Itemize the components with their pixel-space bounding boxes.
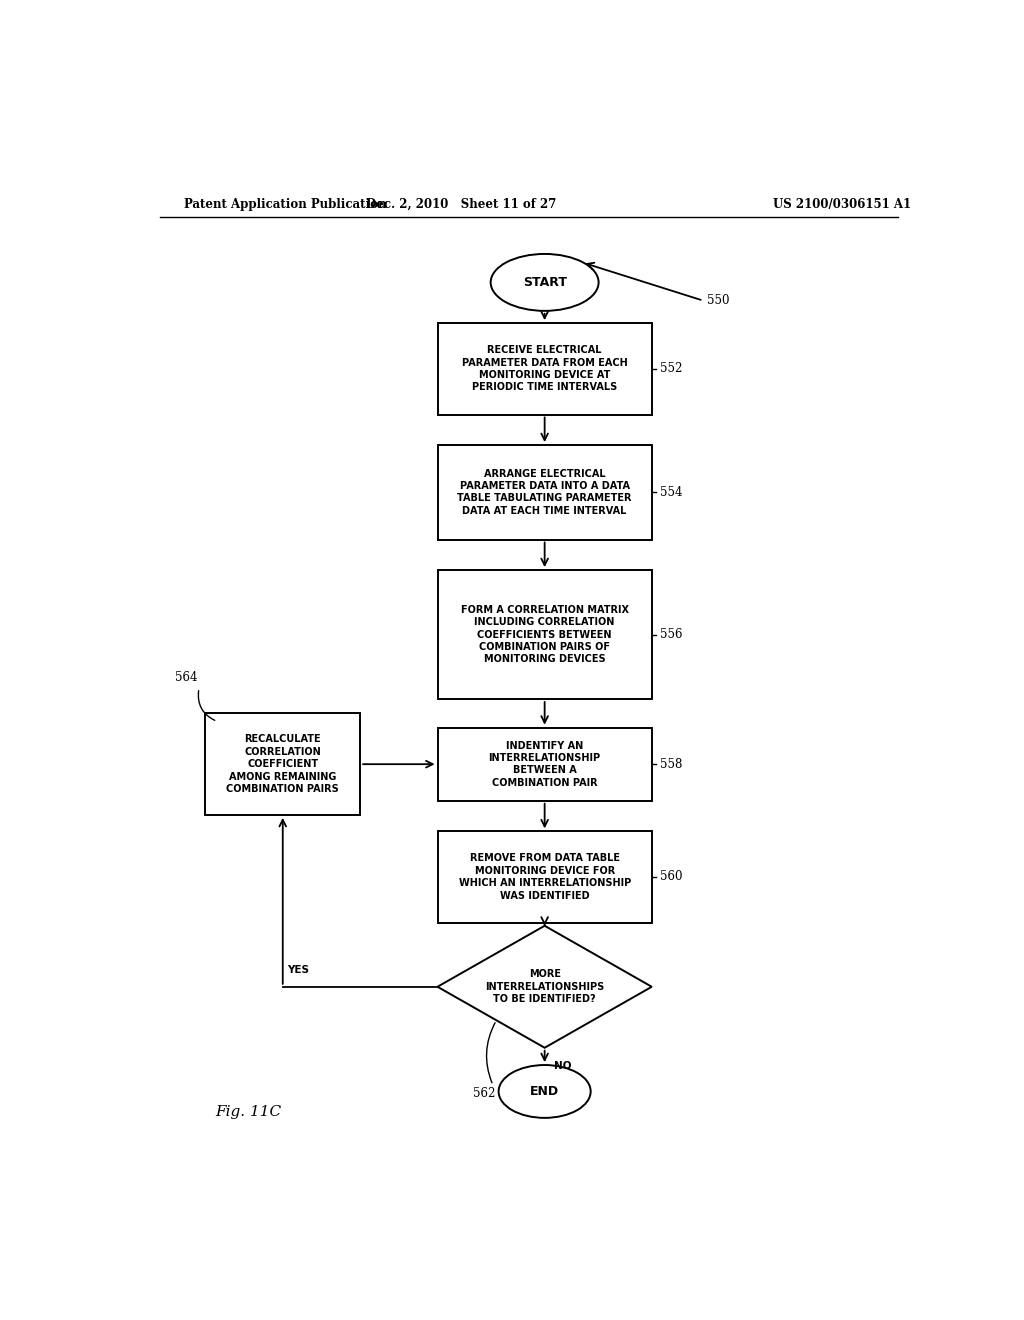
Bar: [437, 570, 652, 700]
Bar: [437, 323, 652, 414]
Text: NO: NO: [554, 1061, 571, 1071]
Text: INDENTIFY AN
INTERRELATIONSHIP
BETWEEN A
COMBINATION PAIR: INDENTIFY AN INTERRELATIONSHIP BETWEEN A…: [488, 741, 601, 788]
Bar: [206, 713, 360, 814]
Text: 558: 558: [659, 758, 682, 771]
Text: 554: 554: [659, 486, 682, 499]
Text: US 2100/0306151 A1: US 2100/0306151 A1: [773, 198, 911, 211]
Text: Fig. 11C: Fig. 11C: [215, 1105, 282, 1119]
Text: MORE
INTERRELATIONSHIPS
TO BE IDENTIFIED?: MORE INTERRELATIONSHIPS TO BE IDENTIFIED…: [485, 969, 604, 1005]
Text: 562: 562: [473, 1086, 496, 1100]
Text: 564: 564: [175, 672, 198, 684]
Bar: [437, 727, 652, 801]
Text: Dec. 2, 2010   Sheet 11 of 27: Dec. 2, 2010 Sheet 11 of 27: [367, 198, 556, 211]
Text: 552: 552: [659, 362, 682, 375]
Text: ARRANGE ELECTRICAL
PARAMETER DATA INTO A DATA
TABLE TABULATING PARAMETER
DATA AT: ARRANGE ELECTRICAL PARAMETER DATA INTO A…: [458, 469, 632, 516]
Text: YES: YES: [287, 965, 308, 974]
Text: END: END: [530, 1085, 559, 1098]
Text: FORM A CORRELATION MATRIX
INCLUDING CORRELATION
COEFFICIENTS BETWEEN
COMBINATION: FORM A CORRELATION MATRIX INCLUDING CORR…: [461, 605, 629, 664]
Text: 560: 560: [659, 870, 682, 883]
Bar: [437, 445, 652, 540]
Text: RECALCULATE
CORRELATION
COEFFICIENT
AMONG REMAINING
COMBINATION PAIRS: RECALCULATE CORRELATION COEFFICIENT AMON…: [226, 734, 339, 793]
Text: 556: 556: [659, 628, 682, 642]
Text: RECEIVE ELECTRICAL
PARAMETER DATA FROM EACH
MONITORING DEVICE AT
PERIODIC TIME I: RECEIVE ELECTRICAL PARAMETER DATA FROM E…: [462, 346, 628, 392]
Text: START: START: [522, 276, 566, 289]
Text: 550: 550: [708, 294, 730, 308]
Text: REMOVE FROM DATA TABLE
MONITORING DEVICE FOR
WHICH AN INTERRELATIONSHIP
WAS IDEN: REMOVE FROM DATA TABLE MONITORING DEVICE…: [459, 854, 631, 900]
Text: Patent Application Publication: Patent Application Publication: [183, 198, 386, 211]
Bar: [437, 832, 652, 923]
